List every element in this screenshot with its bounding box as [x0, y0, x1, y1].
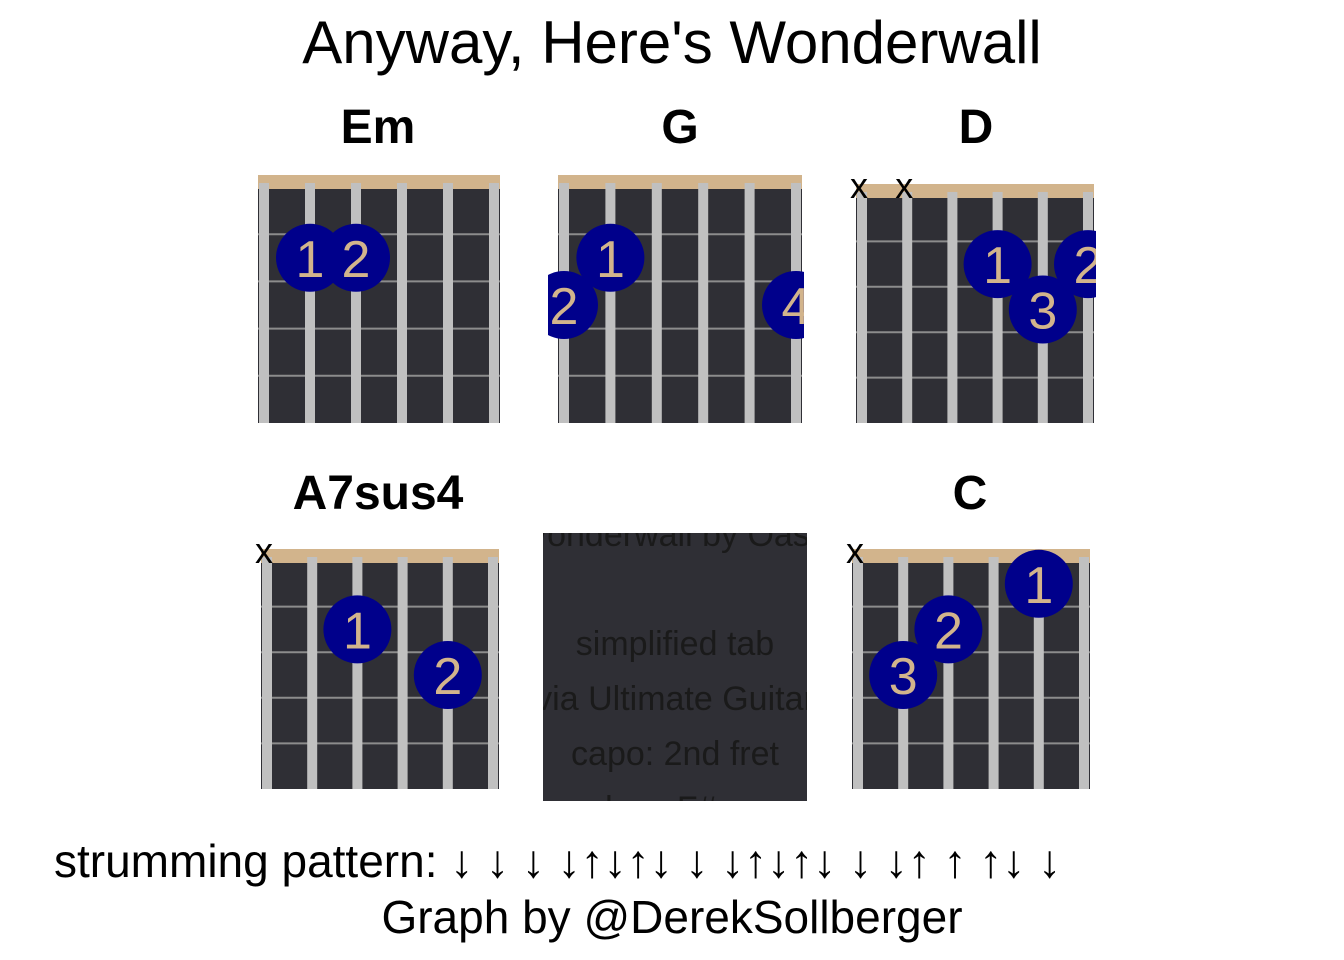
chart-title: Anyway, Here's Wonderwall: [302, 9, 1042, 76]
finger-dot: [914, 595, 983, 664]
muted-string-marker: x: [846, 530, 864, 571]
muted-string-marker: x: [895, 165, 913, 206]
strumming-label: strumming pattern:: [54, 835, 438, 887]
info-key-line: key: F#m: [543, 789, 807, 801]
finger-number: 3: [889, 648, 918, 706]
finger-dot: [323, 595, 392, 664]
finger-number: 3: [1028, 283, 1057, 341]
finger-number: 4: [782, 278, 811, 336]
string-line: [1033, 557, 1044, 789]
finger-dot: [963, 230, 1032, 299]
string-line: [992, 192, 1003, 423]
string-line: [1079, 557, 1089, 789]
credit-line: Graph by @DerekSollberger: [381, 891, 963, 943]
finger-number: 2: [433, 648, 462, 706]
info-capo-line: capo: 2nd fret: [571, 735, 779, 773]
finger-dot: [413, 641, 482, 709]
string-line: [307, 557, 318, 789]
info-source-line: via Ultimate Guitar: [543, 680, 807, 718]
finger-dots: 21 4: [548, 223, 811, 339]
string-line: [902, 192, 913, 423]
string-line: [698, 183, 709, 423]
string-line: [988, 557, 999, 789]
nut: [261, 549, 499, 563]
muted-string-marker: x: [850, 165, 868, 206]
finger-dot: [576, 223, 645, 292]
string-line: [259, 183, 269, 423]
string-line: [943, 557, 954, 789]
string-line: [352, 557, 363, 789]
string-line: [947, 192, 958, 423]
chord-name-g: G: [661, 101, 699, 154]
string-line: [262, 557, 272, 789]
string-line: [397, 183, 407, 423]
chord-name-a7sus4: A7sus4: [292, 467, 464, 520]
string-line: [488, 557, 498, 789]
finger-dot: [1004, 549, 1073, 618]
finger-dots: 132: [963, 230, 1103, 344]
muted-string-marker: x: [255, 530, 273, 571]
chord-name-em: Em: [340, 101, 416, 154]
finger-number: 2: [550, 278, 579, 336]
nut: [856, 184, 1094, 198]
strumming-pattern: strumming pattern: ↓ ↓ ↓ ↓↑↓↑↓ ↓ ↓↑↓↑↓ ↓…: [54, 834, 1061, 888]
finger-dots: 12: [323, 595, 482, 709]
string-line: [443, 183, 453, 423]
string-line: [651, 183, 662, 423]
chord-diagram-3: x x 132: [850, 165, 1103, 423]
finger-dot: [322, 223, 390, 292]
finger-dot: [1008, 275, 1077, 344]
string-line: [605, 183, 616, 423]
string-line: [397, 557, 408, 789]
info-version-line: simplified tab: [575, 625, 775, 663]
finger-dot: [762, 271, 804, 339]
finger-number: 1: [1024, 557, 1053, 615]
nut: [558, 175, 802, 189]
string-line: [305, 183, 315, 423]
finger-number: 1: [596, 231, 625, 289]
string-line: [853, 557, 863, 789]
finger-dot: [1054, 230, 1096, 299]
string-line: [489, 183, 499, 423]
chord-name-c: C: [952, 467, 988, 520]
string-line: [857, 192, 867, 423]
string-line: [744, 183, 755, 423]
chord-name-d: D: [958, 101, 994, 154]
chord-diagram-4: x12: [255, 530, 499, 789]
chord-diagram-2: 21 4: [548, 175, 811, 423]
finger-dot: [548, 271, 598, 339]
finger-number: 1: [983, 237, 1012, 295]
finger-number: 2: [1074, 237, 1103, 295]
string-line: [351, 183, 361, 423]
finger-dot: [869, 641, 938, 709]
fretboard: [258, 187, 500, 423]
chord-diagram-6: x 32 1: [846, 530, 1090, 789]
finger-number: 2: [934, 602, 963, 660]
finger-number: 1: [343, 602, 372, 660]
info-song-line: Wonderwall by Oasis: [543, 533, 807, 554]
finger-number: 2: [342, 231, 371, 289]
string-line: [1083, 192, 1093, 423]
strumming-arrows: ↓ ↓ ↓ ↓↑↓↑↓ ↓ ↓↑↓↑↓ ↓ ↓↑ ↑ ↑↓ ↓: [450, 835, 1062, 887]
finger-dots: 32 1: [869, 549, 1073, 709]
nut: [258, 175, 500, 189]
finger-number: 1: [296, 231, 325, 289]
song-info-panel: Wonderwall by Oasis simplified tab via U…: [543, 533, 807, 801]
